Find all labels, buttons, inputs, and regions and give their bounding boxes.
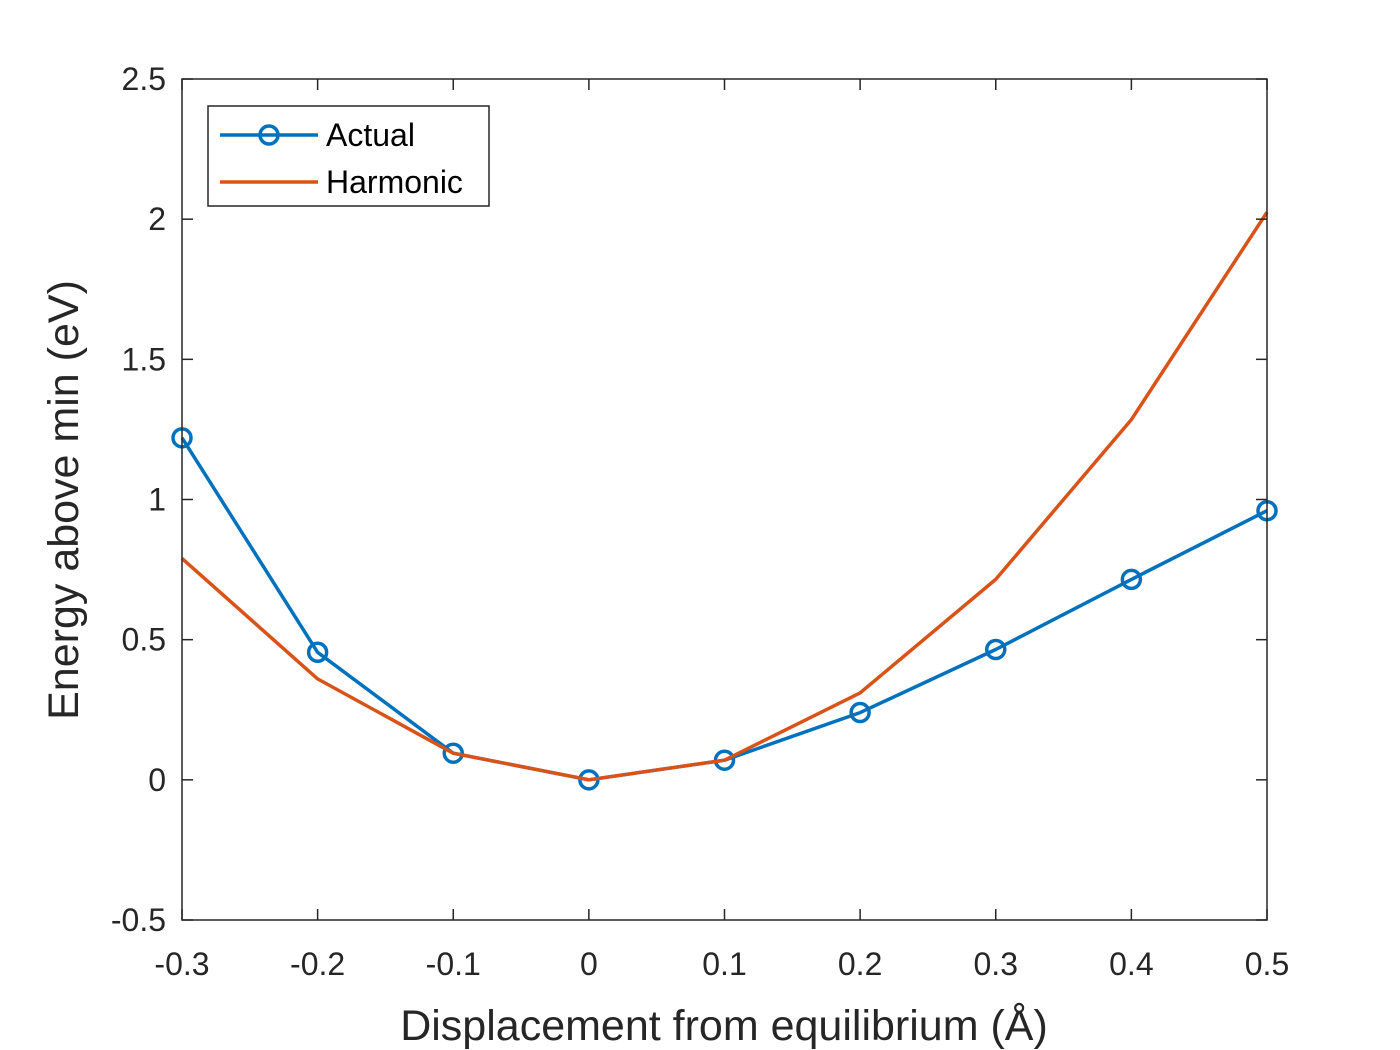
x-tick-label: 0 [580, 946, 598, 982]
y-tick-label: -0.5 [111, 902, 166, 938]
legend-label-actual: Actual [326, 117, 415, 153]
data-point-actual [849, 701, 871, 724]
series-line-harmonic [180, 211, 1269, 782]
x-tick-label: -0.2 [290, 946, 345, 982]
data-point-actual [1120, 568, 1143, 591]
data-point-actual [985, 638, 1007, 661]
x-tick-label: 0.2 [838, 946, 882, 982]
legend-label-harmonic: Harmonic [326, 164, 463, 200]
y-tick-label: 0 [148, 762, 166, 798]
legend: Actual Harmonic [207, 105, 490, 207]
ticks-layer: -0.3 -0.2 -0.1 0 0.1 0.2 0.3 0.4 0.5 -0.5 0 0.5 1 1.5… [111, 61, 1289, 982]
y-tick-label: 1 [148, 482, 166, 518]
y-tick-label: 1.5 [122, 341, 166, 377]
x-axis-title: Displacement from equilibrium (Å) [400, 1002, 1048, 1050]
y-tick-label: 0.5 [122, 622, 166, 658]
legend-box [207, 105, 490, 207]
y-tick-label: 2.5 [122, 61, 166, 97]
x-tick-label: 0.5 [1245, 946, 1289, 982]
legend-marker-actual [258, 124, 280, 146]
y-axis-title: Energy above min (eV) [40, 280, 88, 720]
y-tick-label: 2 [148, 201, 166, 237]
data-point-actual [306, 641, 329, 664]
x-tick-label: 0.3 [974, 946, 1018, 982]
x-tick-label: -0.1 [426, 946, 481, 982]
x-tick-label: -0.3 [154, 946, 209, 982]
plot-area [182, 79, 1267, 920]
x-tick-label: 0.4 [1109, 946, 1153, 982]
x-tick-label: 0.1 [702, 946, 746, 982]
